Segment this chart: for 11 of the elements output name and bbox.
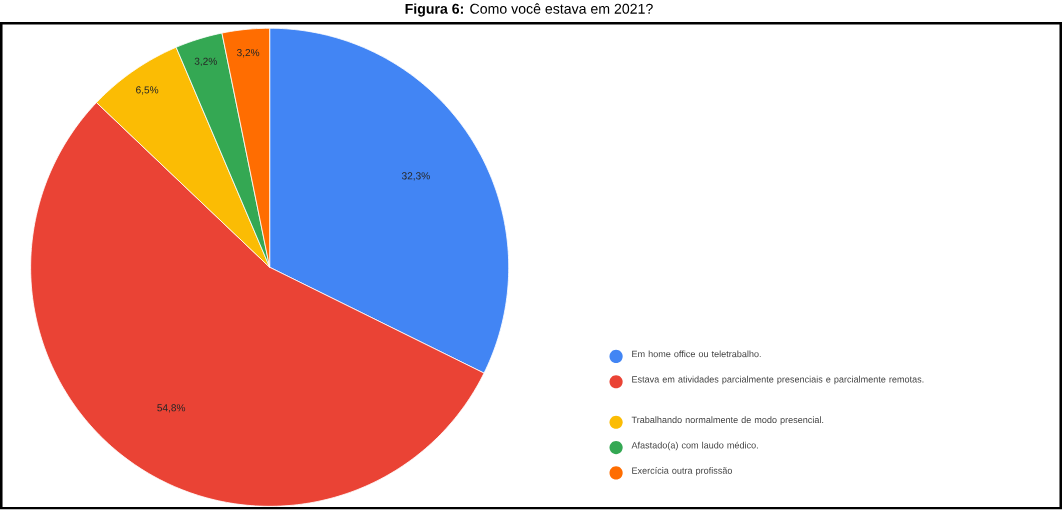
legend-label: Exercícia outra profissão <box>632 467 733 476</box>
data-label: 54,8% <box>157 404 186 413</box>
chart-title: Figura 6: Como você estava em 2021? <box>405 3 653 17</box>
legend-label: Trabalhando normalmente de modo presencial. <box>631 416 824 426</box>
data-label: 3,2% <box>194 57 217 67</box>
legend-label: Estava em atividades parcialmente presenciais e parcialmente remotas. <box>632 376 924 385</box>
data-label: 3,2% <box>236 49 260 58</box>
legend-label: Em home office ou teletrabalho. <box>632 350 761 358</box>
data-label: 32,3% <box>401 172 430 181</box>
data-label: 6,5% <box>136 86 159 95</box>
legend-label: Afastado(a) com laudo médico. <box>631 441 758 451</box>
